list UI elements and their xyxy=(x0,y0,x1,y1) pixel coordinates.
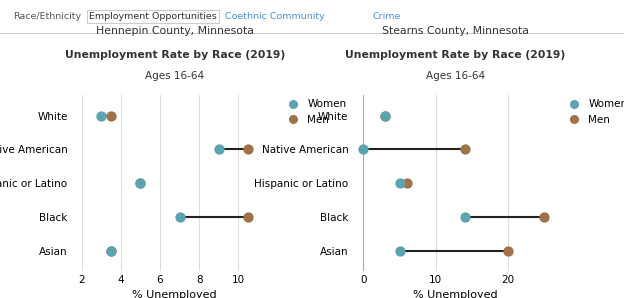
Text: Ages 16-64: Ages 16-64 xyxy=(145,71,204,81)
Point xyxy=(503,249,513,253)
Point xyxy=(106,249,116,253)
Text: Unemployment Rate by Race (2019): Unemployment Rate by Race (2019) xyxy=(346,50,565,60)
Point xyxy=(243,147,253,152)
Text: Employment Opportunities: Employment Opportunities xyxy=(89,12,217,21)
Legend: Women, Men: Women, Men xyxy=(278,95,351,129)
Point xyxy=(459,147,469,152)
Point xyxy=(358,147,368,152)
Text: Stearns County, Minnesota: Stearns County, Minnesota xyxy=(382,26,529,35)
Text: Race/Ethnicity: Race/Ethnicity xyxy=(12,12,81,21)
Point xyxy=(394,249,404,253)
Text: Coethnic Community: Coethnic Community xyxy=(225,12,324,21)
Point xyxy=(106,113,116,118)
Point xyxy=(402,181,412,186)
X-axis label: % Unemployed: % Unemployed xyxy=(413,290,498,298)
Point xyxy=(214,147,224,152)
Point xyxy=(106,249,116,253)
Text: Hennepin County, Minnesota: Hennepin County, Minnesota xyxy=(95,26,254,35)
Point xyxy=(175,215,185,219)
Point xyxy=(135,181,145,186)
Point xyxy=(539,215,549,219)
Text: Crime: Crime xyxy=(373,12,401,21)
Point xyxy=(380,113,390,118)
X-axis label: % Unemployed: % Unemployed xyxy=(132,290,217,298)
Point xyxy=(459,215,469,219)
Point xyxy=(380,113,390,118)
Point xyxy=(394,181,404,186)
Legend: Women, Men: Women, Men xyxy=(559,95,624,129)
Point xyxy=(243,215,253,219)
Point xyxy=(135,181,145,186)
Point xyxy=(96,113,106,118)
Text: Ages 16-64: Ages 16-64 xyxy=(426,71,485,81)
Text: Unemployment Rate by Race (2019): Unemployment Rate by Race (2019) xyxy=(65,50,285,60)
